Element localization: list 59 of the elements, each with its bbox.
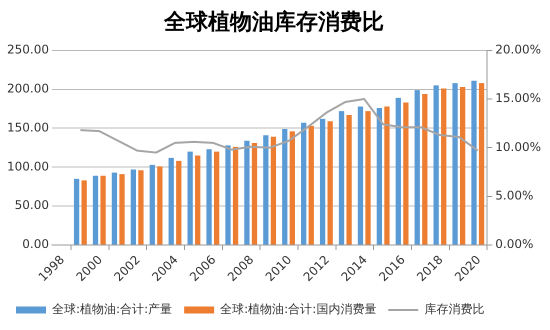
bar [422,94,428,244]
y-tick-label: 100.00 [6,159,49,174]
legend-label: 库存消费比 [424,302,484,316]
bar [206,149,212,244]
y2-tick-label: 0.00% [495,237,534,252]
bar [92,176,98,244]
bar [100,176,106,244]
y-tick-label: 150.00 [6,120,49,134]
bar [290,131,295,244]
bar [74,178,80,244]
y2-tick-label: 15.00% [495,91,542,106]
y-tick-label: 0.00 [22,237,49,252]
bar [232,146,238,244]
bar [82,180,87,244]
bar [478,83,484,244]
bar [403,102,409,244]
bar [225,145,231,244]
bar [130,169,136,244]
bar [282,129,288,244]
bar [244,140,250,244]
bar [434,85,439,244]
bar [195,155,200,244]
bar [168,158,174,244]
bar [338,111,344,244]
y2-tick-label: 5.00% [495,188,534,202]
bar [214,152,220,244]
y-tick-label: 200.00 [6,81,49,96]
bar [384,106,390,244]
legend-label: 全球:植物油:合计:产量 [52,302,172,316]
bar [320,118,326,244]
bar [376,108,382,244]
bar [308,126,314,244]
legend-label: 全球:植物油:合计:国内消费量 [220,302,376,316]
bar [150,164,155,244]
bar [358,106,364,244]
bar [396,98,401,244]
bar [301,122,306,244]
bar [119,174,125,244]
bar [252,143,258,244]
chart-title: 全球植物油库存消费比 [163,8,384,35]
bar [263,135,268,244]
y-tick-label: 250.00 [6,42,49,57]
bar [346,115,352,244]
bar [328,121,333,244]
bar [452,83,458,244]
bar [414,90,420,244]
bar [157,166,163,244]
bar [460,86,466,244]
bar [365,111,371,244]
bar [176,160,182,244]
bar [270,136,276,244]
bar [187,152,193,244]
bar [138,170,144,244]
y-tick-label: 50.00 [14,198,49,212]
bar [112,172,118,244]
bar [441,88,446,244]
y2-tick-label: 10.00% [495,140,542,154]
y2-tick-label: 20.00% [495,42,542,57]
bar [471,80,477,244]
